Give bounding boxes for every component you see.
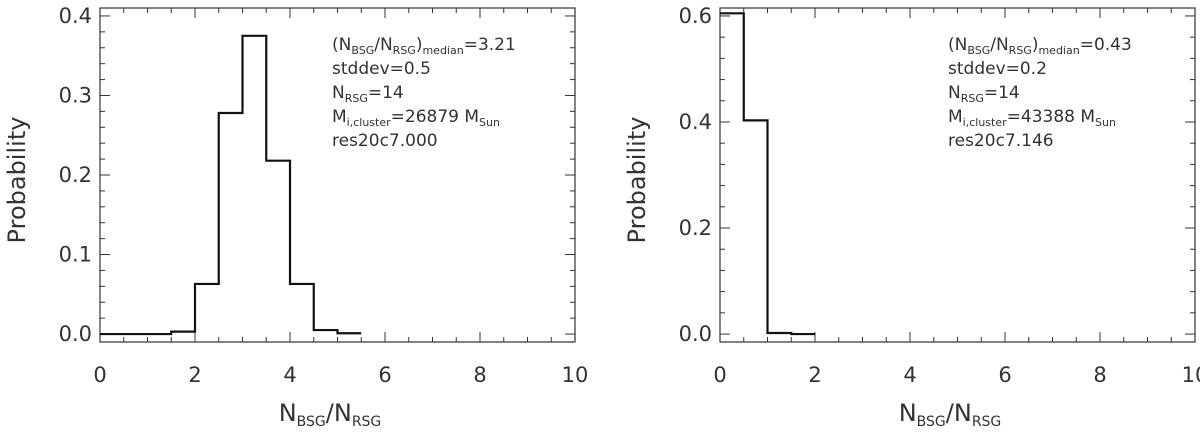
median-ratio-text: (NBSG/NRSG)median=3.21 bbox=[332, 35, 516, 57]
histogram-step-line bbox=[720, 12, 815, 336]
histogram-bin bbox=[290, 284, 314, 334]
histogram-bin bbox=[219, 113, 243, 334]
x-tick-label: 8 bbox=[473, 363, 486, 387]
x-tick-label: 6 bbox=[378, 363, 391, 387]
x-axis-label: NBSG/NRSG bbox=[899, 399, 1002, 430]
median-ratio-text: (NBSG/NRSG)median=0.43 bbox=[948, 35, 1132, 57]
nrsg-text: NRSG=14 bbox=[948, 83, 1020, 105]
histogram-panel-right: Probability NBSG/NRSG (NBSG/NRSG)median=… bbox=[623, 4, 1200, 430]
histogram-bin bbox=[720, 13, 744, 334]
x-tick-label: 2 bbox=[188, 363, 201, 387]
y-tick-label: 0.2 bbox=[59, 163, 92, 187]
histogram-bin bbox=[338, 333, 362, 334]
y-tick-label: 0.3 bbox=[59, 83, 92, 107]
y-axis-label-text: Probability bbox=[623, 117, 651, 244]
histogram-step-line bbox=[100, 34, 362, 336]
cluster-mass-text: Mi,cluster=26879 MSun bbox=[332, 107, 500, 129]
y-tick-label: 0.0 bbox=[679, 322, 712, 346]
run-id-text: res20c7.000 bbox=[332, 131, 438, 151]
x-axis-label: NBSG/NRSG bbox=[279, 399, 382, 430]
histogram-bin bbox=[171, 332, 195, 334]
histogram-bin bbox=[768, 333, 792, 334]
histogram-bin bbox=[195, 284, 219, 334]
x-tick-label: 0 bbox=[713, 363, 726, 387]
y-axis-label-text: Probability bbox=[3, 117, 31, 244]
stats-annotation: (NBSG/NRSG)median=0.43 stddev=0.2 NRSG=1… bbox=[948, 35, 1132, 151]
stats-annotation: (NBSG/NRSG)median=3.21 stddev=0.5 NRSG=1… bbox=[332, 35, 516, 151]
run-id-text: res20c7.146 bbox=[948, 131, 1054, 151]
histogram-panel-left: Probability NBSG/NRSG (NBSG/NRSG)median=… bbox=[3, 4, 588, 430]
y-tick-label: 0.2 bbox=[679, 216, 712, 240]
x-tick-label: 4 bbox=[283, 363, 296, 387]
x-tick-label: 10 bbox=[562, 363, 589, 387]
histogram-bin bbox=[314, 330, 338, 334]
histogram-bin bbox=[744, 120, 768, 334]
y-axis-label: Probability bbox=[3, 117, 31, 244]
y-tick-label: 0.0 bbox=[59, 322, 92, 346]
stddev-text: stddev=0.2 bbox=[948, 59, 1047, 79]
cluster-mass-text: Mi,cluster=43388 MSun bbox=[948, 107, 1116, 129]
y-axis-label: Probability bbox=[623, 117, 651, 244]
y-tick-label: 0.4 bbox=[59, 4, 92, 28]
y-tick-label: 0.6 bbox=[679, 4, 712, 28]
stddev-text: stddev=0.5 bbox=[332, 59, 431, 79]
x-tick-label: 4 bbox=[903, 363, 916, 387]
y-tick-label: 0.4 bbox=[679, 110, 712, 134]
x-tick-label: 2 bbox=[808, 363, 821, 387]
y-tick-label: 0.1 bbox=[59, 243, 92, 267]
x-tick-label: 8 bbox=[1093, 363, 1106, 387]
x-tick-label: 6 bbox=[998, 363, 1011, 387]
histogram-bin bbox=[266, 161, 290, 334]
x-tick-label: 10 bbox=[1182, 363, 1200, 387]
nrsg-text: NRSG=14 bbox=[332, 83, 404, 105]
x-tick-label: 0 bbox=[93, 363, 106, 387]
histogram-bin bbox=[243, 36, 267, 334]
